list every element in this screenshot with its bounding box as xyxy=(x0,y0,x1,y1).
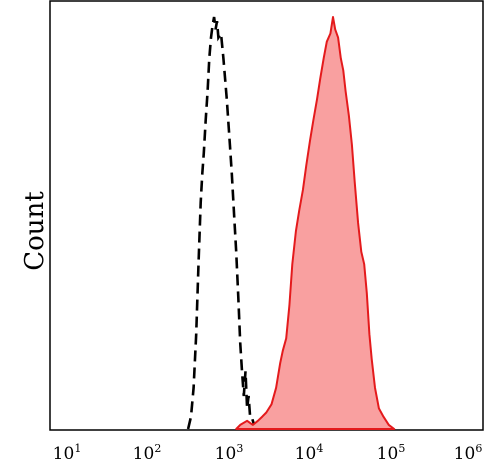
series-filled-histogram xyxy=(235,16,396,430)
series-dashed-histogram xyxy=(186,16,259,430)
y-axis-label: Count xyxy=(20,191,50,271)
x-tick-label: 103 xyxy=(215,442,244,464)
x-tick-label: 104 xyxy=(295,442,324,464)
x-tick-label: 105 xyxy=(377,442,406,464)
series-layer xyxy=(186,16,396,430)
x-tick-labels: 101 102 103 104 105 106 xyxy=(53,442,483,464)
x-tick-label: 101 xyxy=(53,442,82,464)
x-tick-label: 106 xyxy=(454,442,483,464)
plot-frame xyxy=(49,0,484,431)
x-tick-label: 102 xyxy=(133,442,162,464)
